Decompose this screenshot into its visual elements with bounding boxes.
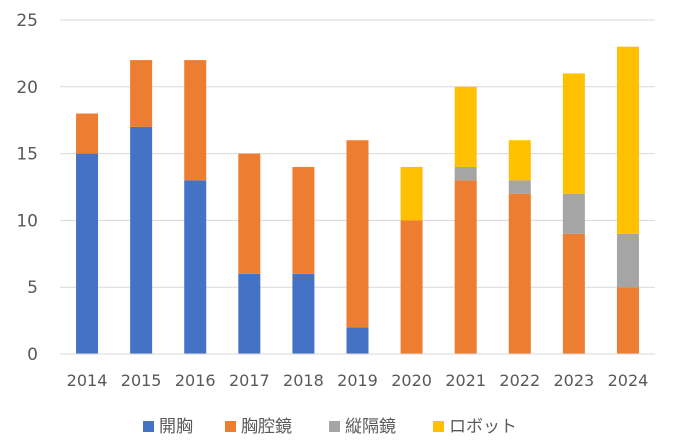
x-tick-label: 2015 — [121, 371, 162, 390]
bar-segment-2-2023 — [562, 193, 585, 234]
x-tick-label: 2018 — [283, 371, 324, 390]
bar-segment-1-2018 — [292, 166, 315, 274]
legend-label: ロボット — [449, 417, 517, 437]
x-tick-label: 2019 — [337, 371, 378, 390]
bars — [76, 46, 639, 354]
bar-segment-3-2021 — [454, 86, 477, 167]
bar-segment-1-2021 — [454, 180, 477, 354]
bar-segment-2-2024 — [616, 233, 639, 288]
bar-segment-1-2019 — [346, 140, 369, 328]
legend-label: 胸腔鏡 — [241, 417, 292, 437]
bar-segment-1-2017 — [238, 153, 261, 274]
bar-segment-1-2015 — [130, 60, 153, 127]
bar-segment-0-2014 — [76, 153, 99, 354]
bar-segment-3-2023 — [562, 73, 585, 194]
y-tick-label: 20 — [16, 78, 38, 98]
y-tick-label: 15 — [16, 145, 38, 165]
bar-segment-3-2022 — [508, 140, 531, 181]
x-tick-label: 2021 — [445, 371, 486, 390]
bar-segment-1-2014 — [76, 113, 99, 154]
legend-swatch — [143, 421, 154, 432]
legend: 開胸 胸腔鏡 縦隔鏡 ロボット — [143, 417, 517, 437]
bar-segment-1-2020 — [400, 220, 423, 354]
x-tick-label: 2020 — [391, 371, 432, 390]
bar-segment-0-2015 — [130, 126, 153, 354]
y-tick-label: 5 — [27, 278, 38, 298]
x-tick-label: 2024 — [608, 371, 649, 390]
legend-swatch — [329, 421, 340, 432]
bar-segment-0-2016 — [184, 180, 207, 354]
y-tick-label: 25 — [16, 11, 38, 31]
x-tick-label: 2023 — [554, 371, 595, 390]
x-tick-label: 2017 — [229, 371, 270, 390]
bar-segment-1-2016 — [184, 60, 207, 181]
x-tick-label: 2022 — [499, 371, 540, 390]
bar-segment-3-2020 — [400, 166, 423, 221]
legend-label: 開胸 — [159, 417, 193, 437]
legend-label: 縦隔鏡 — [345, 417, 396, 437]
bar-segment-1-2023 — [562, 233, 585, 354]
bar-segment-0-2018 — [292, 273, 315, 354]
x-tick-label: 2014 — [67, 371, 108, 390]
x-tick-label: 2016 — [175, 371, 216, 390]
bar-segment-2-2021 — [454, 166, 477, 181]
legend-swatch — [225, 421, 236, 432]
bar-segment-3-2024 — [616, 46, 639, 234]
bar-segment-1-2022 — [508, 193, 531, 354]
y-tick-label: 10 — [16, 211, 38, 231]
bar-segment-0-2017 — [238, 273, 261, 354]
legend-swatch — [433, 421, 444, 432]
y-tick-label: 0 — [27, 345, 38, 365]
y-axis: 0 5 10 15 20 25 — [16, 11, 38, 365]
x-axis: 2014 2015 2016 2017 2018 2019 2020 2021 2022 2023… — [60, 353, 655, 390]
bar-segment-1-2024 — [616, 287, 639, 354]
bar-segment-0-2019 — [346, 327, 369, 354]
bar-segment-2-2022 — [508, 180, 531, 194]
